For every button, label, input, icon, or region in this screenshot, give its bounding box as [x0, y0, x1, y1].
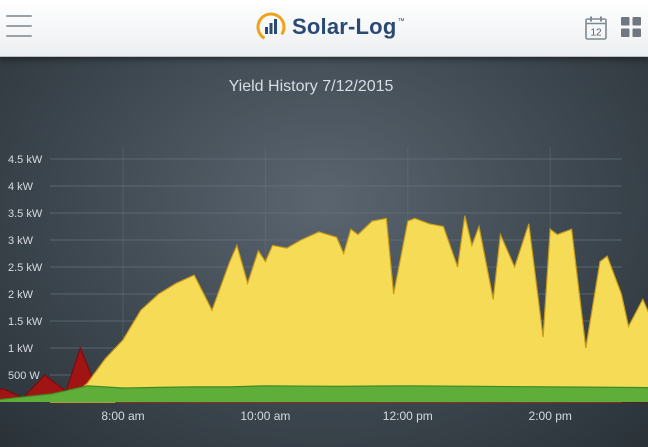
y-tick-label: 3 kW [8, 235, 34, 247]
solar-log-logo: Solar-Log ™ [256, 9, 404, 45]
y-axis-ticks: 500 W 1 kW 1.5 kW 2 kW 2.5 kW 3 kW 3.5 kW 4 kW 4… [8, 154, 43, 382]
y-tick-label: 2 kW [8, 289, 34, 301]
calendar-icon[interactable]: 12 [585, 16, 607, 40]
menu-icon[interactable] [6, 15, 32, 39]
top-bar: Solar-Log ™ 12 [0, 0, 648, 57]
grid-import-area-line [0, 346, 648, 403]
y-tick-label: 3.5 kW [8, 208, 43, 220]
yield-history-chart: 500 W 1 kW 1.5 kW 2 kW 2.5 kW 3 kW 3.5 kW 4 kW 4… [0, 147, 648, 423]
production-area [0, 215, 648, 402]
x-tick-label: 2:00 pm [529, 409, 572, 423]
dashboard-grid-icon[interactable] [620, 16, 642, 38]
consumption-area-line [0, 385, 648, 401]
x-tick-label: 8:00 am [101, 409, 144, 423]
chart-title: Yield History 7/12/2015 [228, 78, 394, 95]
solar-logo-icon [256, 12, 286, 42]
calendar-day: 12 [590, 28, 602, 39]
y-tick-label: 1.5 kW [8, 316, 43, 328]
x-tick-label: 12:00 pm [383, 409, 433, 423]
logo-text: Solar-Log [292, 14, 397, 39]
chart-areas [0, 215, 648, 403]
logo-trademark: ™ [397, 17, 405, 25]
x-tick-label: 10:00 am [240, 409, 290, 423]
y-tick-label: 500 W [8, 370, 40, 382]
y-tick-label: 1 kW [8, 343, 34, 355]
y-tick-label: 4.5 kW [8, 154, 43, 166]
y-tick-label: 2.5 kW [8, 262, 43, 274]
y-tick-label: 4 kW [8, 181, 34, 193]
consumption-area [0, 385, 648, 402]
production-area-line [0, 215, 648, 403]
